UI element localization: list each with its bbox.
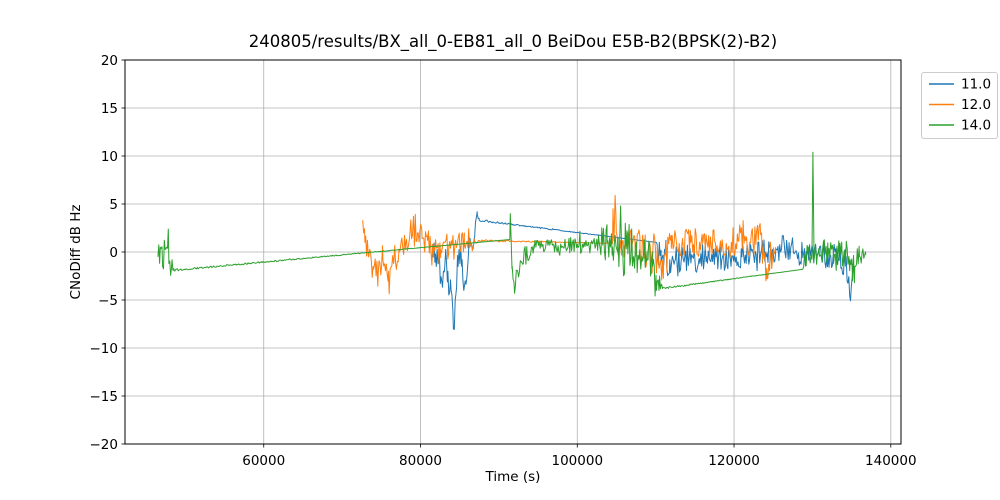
y-tick-label: −20 — [90, 437, 119, 453]
y-tick-label: −10 — [90, 341, 119, 357]
y-tick-label: −15 — [90, 389, 119, 405]
legend-label-14.0: 14.0 — [961, 118, 991, 134]
legend-label-11.0: 11.0 — [961, 77, 991, 93]
series-line-14.0 — [157, 151, 867, 297]
y-tick-label: 0 — [109, 245, 118, 261]
plot-spines — [124, 59, 902, 445]
y-axis-label: CNoDiff dB Hz — [68, 205, 84, 300]
y-tick-label: −5 — [98, 293, 118, 309]
legend: 11.0 12.0 14.0 — [921, 72, 998, 139]
x-tick-label: 140000 — [865, 453, 917, 469]
x-tick-label: 60000 — [242, 453, 285, 469]
legend-box — [921, 72, 998, 139]
y-tick-label: 10 — [101, 149, 118, 165]
x-tick-label: 80000 — [399, 453, 442, 469]
legend-label-12.0: 12.0 — [961, 97, 991, 113]
x-tick-label: 120000 — [708, 453, 760, 469]
x-axis-label: Time (s) — [485, 469, 541, 485]
chart-title: 240805/results/BX_all_0-EB81_all_0 BeiDo… — [249, 32, 777, 52]
y-tick-label: 15 — [101, 101, 118, 117]
x-tick-label: 100000 — [552, 453, 604, 469]
y-tick-label: 20 — [101, 53, 118, 69]
y-tick-label: 5 — [109, 197, 118, 213]
plot-area: 60000 80000 100000 120000 140000 −20 −15 −10 −5 0… — [90, 53, 917, 469]
